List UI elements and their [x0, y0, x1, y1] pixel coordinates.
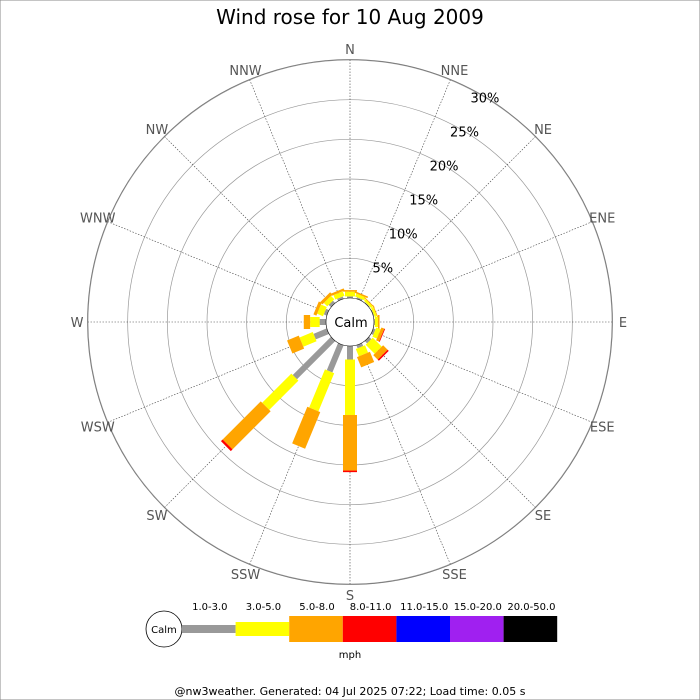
direction-label-sse: SSE — [442, 568, 467, 583]
bar-sw-8.0-11.0 — [220, 439, 233, 452]
direction-label-s: S — [346, 589, 354, 604]
percent-labels: 5% 10% 15% 20% 25% 30% — [372, 91, 499, 276]
bar-se-8.0-11.0 — [377, 349, 389, 361]
percent-label-6: 30% — [470, 91, 499, 106]
percent-label-3: 15% — [409, 193, 438, 208]
legend-units: mph — [339, 650, 361, 661]
bar-nw-1.0-3.0 — [328, 300, 336, 308]
spoke-ese — [372, 330, 593, 423]
bar-sse-3.0-5.0 — [355, 345, 369, 357]
bar-wnw-5.0-8.0 — [313, 301, 322, 316]
legend-swatch-3.0-5.0 — [235, 622, 290, 636]
direction-label-w: W — [71, 316, 84, 331]
bar-ne-5.0-8.0 — [364, 297, 375, 308]
calm-circle-shape — [325, 297, 375, 347]
bar-sse-5.0-8.0 — [356, 351, 375, 368]
bar-ese-1.0-3.0 — [371, 328, 376, 335]
bar-nne-3.0-5.0 — [355, 293, 366, 301]
percent-label-4: 20% — [430, 159, 459, 174]
percent-label-2: 10% — [389, 227, 418, 242]
bar-nw-3.0-5.0 — [323, 295, 335, 307]
spoke-wnw — [107, 221, 328, 314]
bar-sw-3.0-5.0 — [262, 373, 299, 410]
direction-labels: N NNE NE ENE E ESE SE SSE S SSW SW WSW W WNW NW NNW — [71, 43, 628, 604]
bar-se-1.0-3.0 — [364, 336, 372, 344]
legend-label-20.0-50.0: 20.0-50.0 — [507, 602, 555, 613]
bar-ese-5.0-8.0 — [376, 327, 385, 342]
bar-ese-3.0-5.0 — [372, 327, 381, 339]
spoke-nnw — [249, 79, 342, 300]
bar-nnw-5.0-8.0 — [330, 288, 345, 296]
direction-spokes — [88, 60, 612, 584]
direction-label-nnw: NNW — [229, 64, 261, 79]
percent-label-1: 5% — [372, 261, 393, 276]
legend-label-1.0-3.0: 1.0-3.0 — [192, 602, 227, 613]
bar-sw-1.0-3.0 — [292, 336, 336, 380]
bar-se-3.0-5.0 — [365, 337, 382, 354]
bar-nnw-3.0-5.0 — [333, 291, 345, 300]
bar-nne-5.0-8.0 — [354, 291, 369, 299]
direction-label-ese: ESE — [590, 420, 615, 435]
direction-label-sw: SW — [146, 509, 167, 524]
direction-label-e: E — [619, 316, 627, 331]
speed-legend: Calm 1.0-3.0 3.0-5.0 5.0-8.0 8.0-11.0 11.0-1… — [145, 602, 558, 648]
percent-label-5: 25% — [450, 125, 479, 140]
outer-ring — [87, 59, 613, 585]
legend-swatch-5.0-8.0 — [289, 616, 343, 642]
direction-label-nw: NW — [146, 123, 169, 138]
chart-title: Wind rose for 10 Aug 2009 — [216, 5, 484, 29]
spoke-se — [366, 338, 536, 508]
legend-swatch-8.0-11.0 — [342, 616, 397, 642]
direction-label-ssw: SSW — [231, 568, 261, 583]
direction-label-se: SE — [535, 509, 551, 524]
direction-label-n: N — [345, 43, 355, 58]
legend-swatch-15.0-20.0 — [450, 616, 504, 642]
footer-text: @nw3weather. Generated: 04 Jul 2025 07:2… — [175, 685, 526, 698]
bar-wsw-1.0-3.0 — [313, 328, 329, 340]
legend-label-3.0-5.0: 3.0-5.0 — [246, 602, 281, 613]
direction-label-ne: NE — [534, 123, 552, 138]
spoke-sse — [358, 344, 451, 565]
bar-ssw-1.0-3.0 — [326, 343, 344, 373]
bar-wsw-5.0-8.0 — [287, 335, 305, 354]
spoke-nne — [358, 79, 451, 300]
legend-swatch-20.0-50.0 — [503, 616, 558, 642]
spoke-nw — [164, 136, 334, 306]
bar-wnw-1.0-3.0 — [323, 308, 329, 316]
legend-swatch-1.0-3.0 — [182, 625, 236, 633]
grid-ring — [166, 138, 534, 506]
legend-label-11.0-15.0: 11.0-15.0 — [400, 602, 448, 613]
direction-label-nne: NNE — [441, 64, 469, 79]
bar-wnw-3.0-5.0 — [317, 304, 327, 317]
direction-label-ene: ENE — [589, 212, 615, 227]
spoke-ne — [366, 136, 536, 306]
legend-label-5.0-8.0: 5.0-8.0 — [299, 602, 334, 613]
calm-circle: Calm — [325, 297, 375, 347]
bar-ssw-5.0-8.0 — [292, 406, 321, 449]
bar-ssw-3.0-5.0 — [309, 369, 335, 412]
bar-sse-1.0-3.0 — [356, 343, 364, 349]
spoke-ene — [372, 221, 593, 314]
bar-ene-3.0-5.0 — [370, 306, 378, 318]
bar-sw-5.0-8.0 — [222, 401, 271, 450]
bar-nw-5.0-8.0 — [320, 292, 333, 305]
legend-label-8.0-11.0: 8.0-11.0 — [350, 602, 392, 613]
legend-label-15.0-20.0: 15.0-20.0 — [454, 602, 502, 613]
legend-swatch-11.0-15.0 — [396, 616, 450, 642]
direction-label-wnw: WNW — [80, 212, 116, 227]
bar-wsw-3.0-5.0 — [299, 332, 317, 347]
calm-label: Calm — [334, 316, 367, 331]
bar-nnw-1.0-3.0 — [337, 296, 344, 301]
legend-calm-label: Calm — [151, 625, 177, 636]
bar-ne-3.0-5.0 — [363, 299, 373, 309]
direction-label-wsw: WSW — [81, 420, 115, 435]
wind-bars — [220, 288, 389, 473]
bar-se-5.0-8.0 — [373, 345, 388, 360]
